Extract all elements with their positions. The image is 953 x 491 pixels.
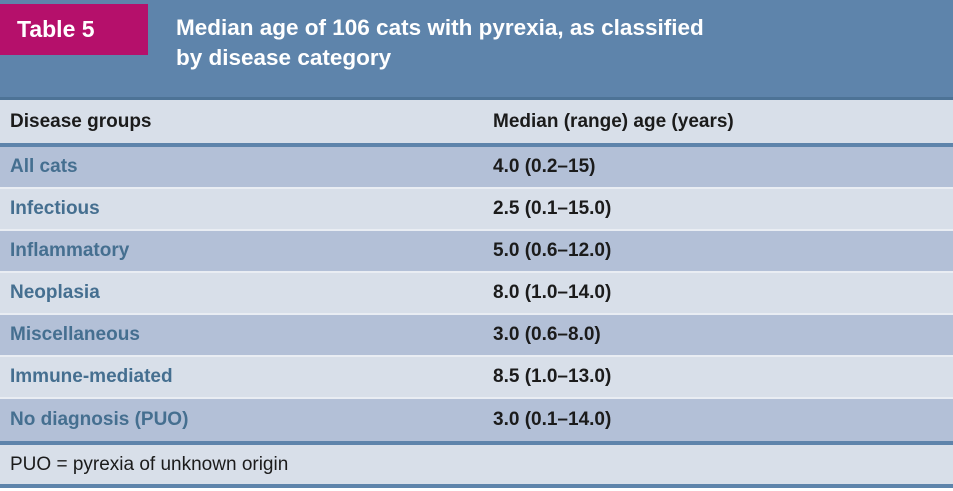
table-row-all-cats: All cats 4.0 (0.2–15) bbox=[0, 147, 953, 189]
table-row-neoplasia: Neoplasia 8.0 (1.0–14.0) bbox=[0, 273, 953, 315]
column-header-row: Disease groups Median (range) age (years… bbox=[0, 100, 953, 147]
row-value: 4.0 (0.2–15) bbox=[493, 156, 596, 177]
row-label: Immune-mediated bbox=[10, 366, 173, 387]
row-label: Miscellaneous bbox=[10, 324, 140, 345]
row-value: 8.5 (1.0–13.0) bbox=[493, 366, 612, 387]
table-title-bar: Table 5 Median age of 106 cats with pyre… bbox=[0, 0, 953, 100]
table-number-tag: Table 5 bbox=[0, 4, 148, 55]
table-title-line-2: by disease category bbox=[176, 45, 392, 70]
row-label: Inflammatory bbox=[10, 240, 130, 261]
column-header-disease-groups: Disease groups bbox=[10, 110, 152, 132]
row-value: 5.0 (0.6–12.0) bbox=[493, 240, 612, 261]
table-row-no-diagnosis-puo: No diagnosis (PUO) 3.0 (0.1–14.0) bbox=[0, 399, 953, 441]
row-value: 2.5 (0.1–15.0) bbox=[493, 198, 612, 219]
table-footnote: PUO = pyrexia of unknown origin bbox=[0, 441, 953, 488]
row-label: Neoplasia bbox=[10, 282, 100, 303]
table-row-immune-mediated: Immune-mediated 8.5 (1.0–13.0) bbox=[0, 357, 953, 399]
row-value: 3.0 (0.6–8.0) bbox=[493, 324, 601, 345]
table-title: Median age of 106 cats with pyrexia, as … bbox=[176, 13, 704, 73]
row-value: 3.0 (0.1–14.0) bbox=[493, 409, 612, 430]
column-header-median-age: Median (range) age (years) bbox=[493, 110, 734, 132]
row-label: Infectious bbox=[10, 198, 100, 219]
table-row-infectious: Infectious 2.5 (0.1–15.0) bbox=[0, 189, 953, 231]
row-label: No diagnosis (PUO) bbox=[10, 409, 189, 430]
table-row-miscellaneous: Miscellaneous 3.0 (0.6–8.0) bbox=[0, 315, 953, 357]
row-value: 8.0 (1.0–14.0) bbox=[493, 282, 612, 303]
table-title-line-1: Median age of 106 cats with pyrexia, as … bbox=[176, 15, 704, 40]
row-label: All cats bbox=[10, 156, 78, 177]
table-body: All cats 4.0 (0.2–15) Infectious 2.5 (0.… bbox=[0, 147, 953, 441]
table-row-inflammatory: Inflammatory 5.0 (0.6–12.0) bbox=[0, 231, 953, 273]
